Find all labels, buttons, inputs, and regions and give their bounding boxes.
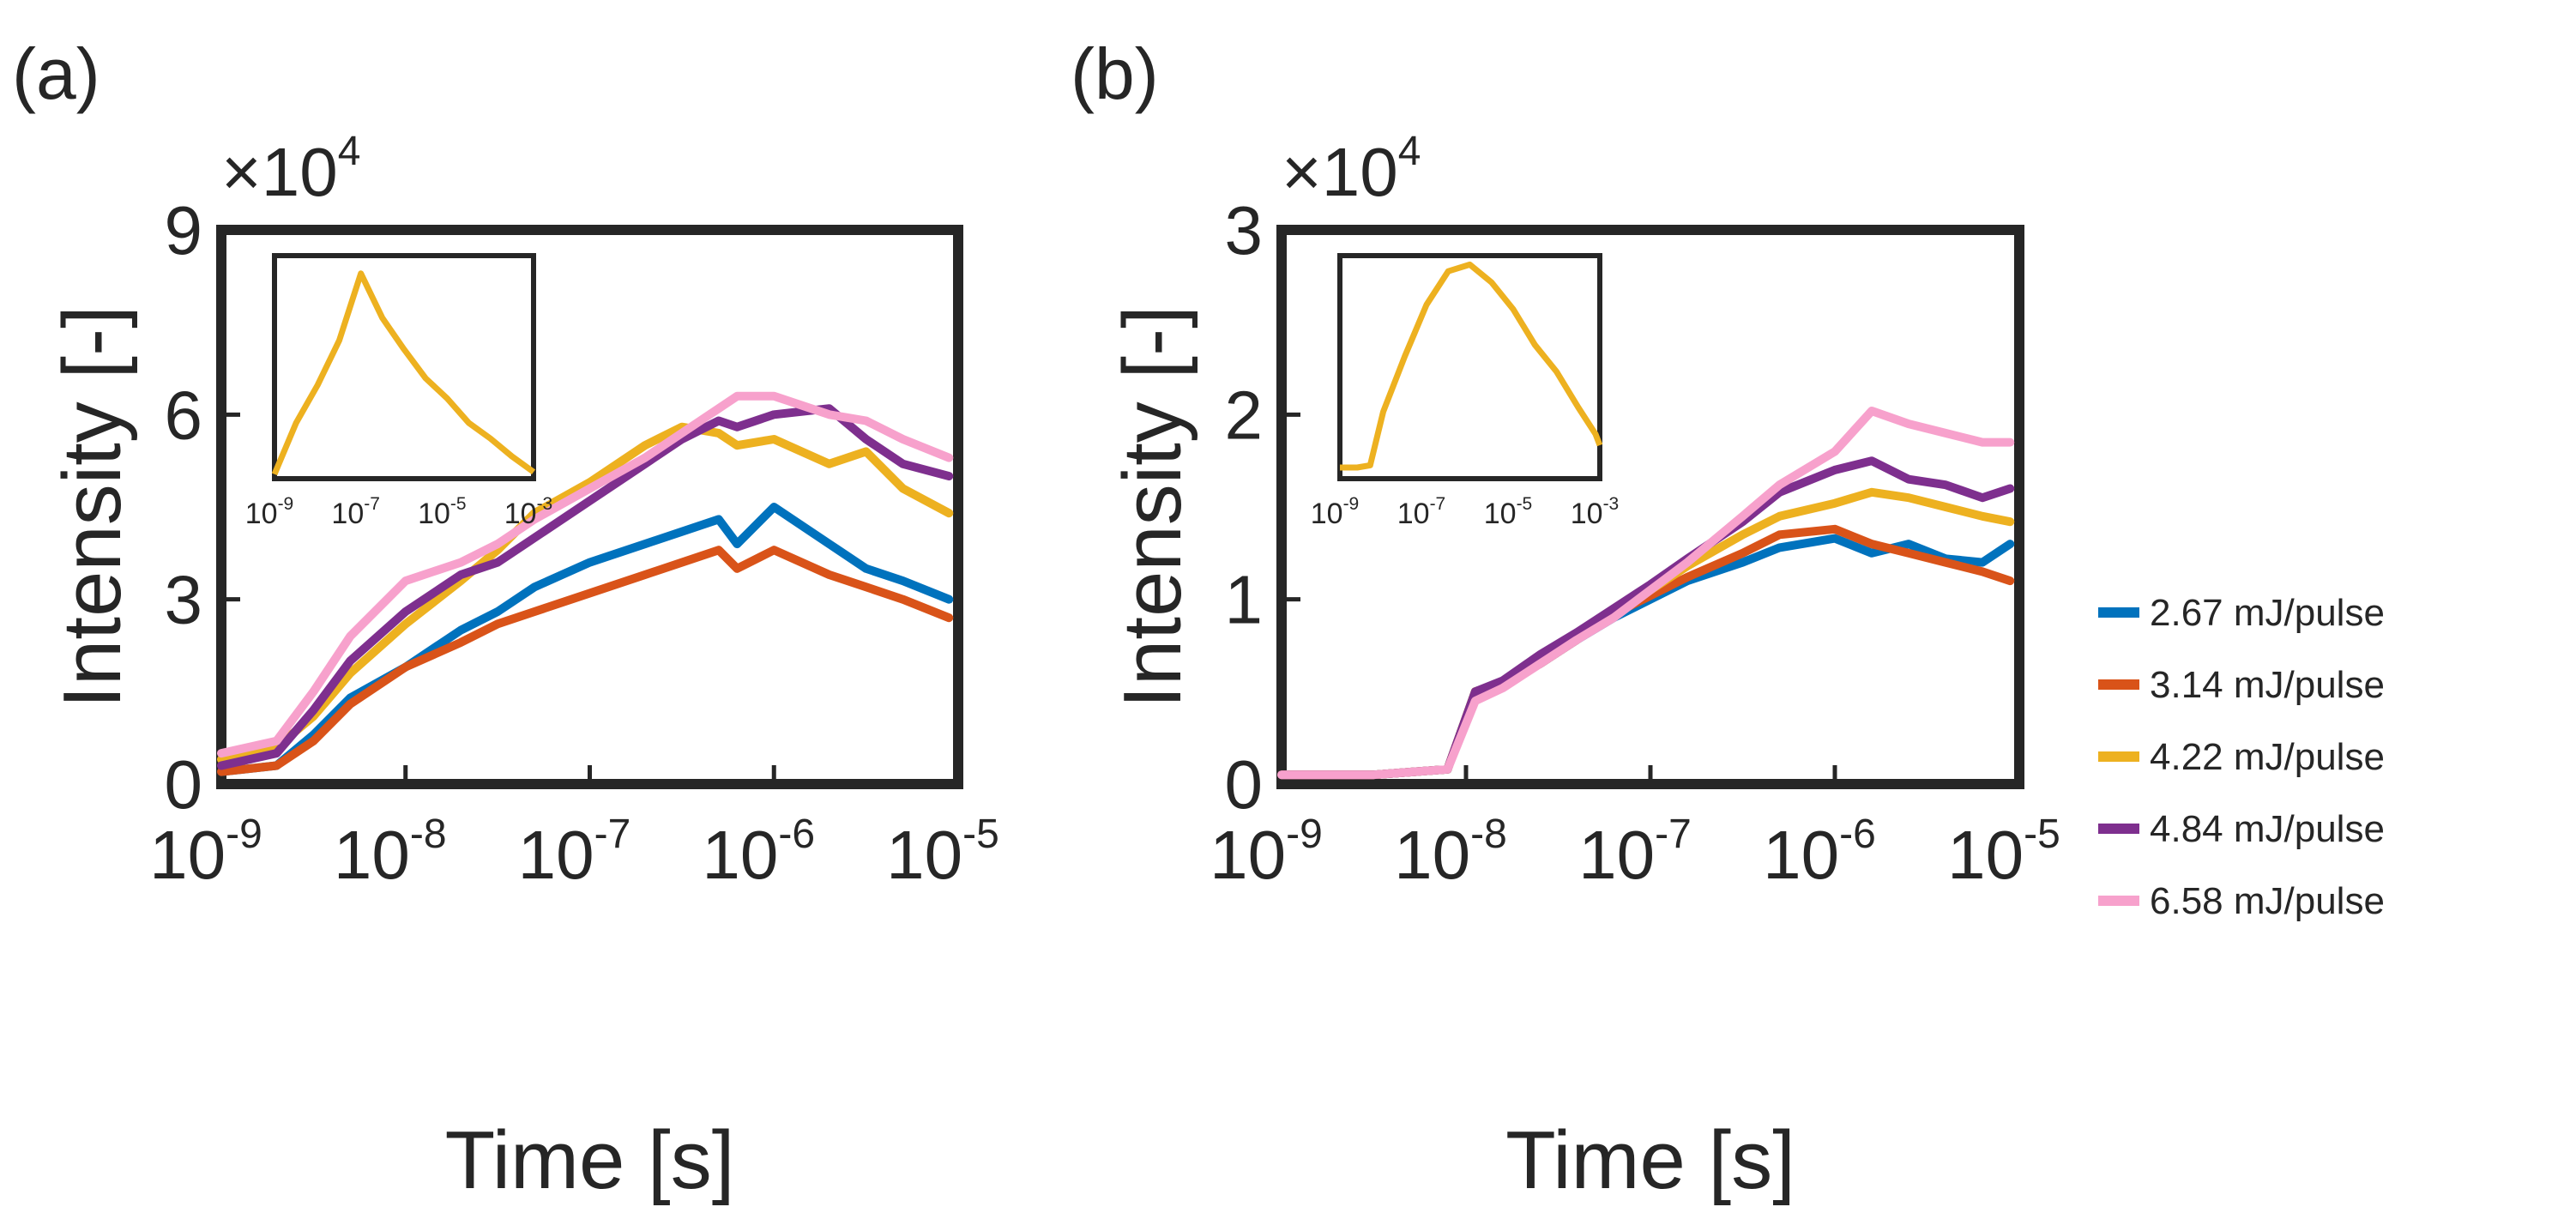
y-tick-label: 3 — [1225, 192, 1264, 269]
legend-label: 4.22 mJ/pulse — [2150, 736, 2385, 778]
inset-x-tick-label: 10-9 — [245, 494, 294, 530]
legend-label: 2.67 mJ/pulse — [2150, 592, 2385, 634]
y-tick-label: 2 — [1225, 377, 1264, 453]
series-line-4-22-mj-pulse — [217, 422, 954, 764]
chart-panel-1: (b) 0 1 2 3 10-9 10-8 10-7 10-6 10-5 Time [s] Inten… — [1071, 33, 2060, 1206]
inset-series-line — [1340, 261, 1603, 471]
inset-x-tick-label: 10-3 — [504, 494, 553, 530]
inset-x-tick-label: 10-7 — [1397, 494, 1446, 530]
panel-label: (a) — [12, 33, 100, 114]
x-tick-label: 10-7 — [518, 812, 631, 893]
x-axis-label: Time [s] — [445, 1114, 735, 1206]
x-tick-label: 10-8 — [1394, 812, 1507, 893]
series-line-3-14-mj-pulse — [217, 546, 954, 776]
y-axis-label: Intensity [-] — [1107, 305, 1198, 709]
y-tick-label: 1 — [1225, 562, 1264, 638]
inset-x-tick-label: 10-5 — [1484, 494, 1533, 530]
x-tick-label: 10-5 — [886, 812, 999, 893]
series-line-6-58-mj-pulse — [1277, 407, 2015, 780]
inset-chart: 10-9 10-7 10-5 10-3 — [1311, 253, 1620, 530]
inset-frame — [1337, 253, 1602, 481]
x-tick-label: 10-7 — [1578, 812, 1692, 893]
x-tick-label: 10-9 — [1210, 812, 1323, 893]
inset-series-line — [271, 270, 536, 476]
x-axis-label: Time [s] — [1505, 1114, 1795, 1206]
x-tick-label: 10-8 — [334, 812, 447, 893]
series-line-4-22-mj-pulse — [1277, 487, 2015, 780]
series-line-6-58-mj-pulse — [217, 391, 954, 758]
series-line-3-14-mj-pulse — [1277, 524, 2015, 780]
y-tick-label: 3 — [165, 562, 203, 638]
series-line-2-67-mj-pulse — [1277, 534, 2015, 780]
legend-label: 4.84 mJ/pulse — [2150, 808, 2385, 850]
y-tick-label: 0 — [165, 746, 203, 823]
y-tick-label: 9 — [165, 192, 203, 269]
y-axis-label: Intensity [-] — [46, 305, 138, 709]
series-line-2-67-mj-pulse — [217, 503, 954, 776]
y-tick-label: 0 — [1225, 746, 1264, 823]
legend: 2.67 mJ/pulse 3.14 mJ/pulse 4.22 mJ/pulse 4… — [2098, 592, 2385, 922]
legend-label: 6.58 mJ/pulse — [2150, 880, 2385, 922]
x-tick-label: 10-5 — [1947, 812, 2060, 893]
x-tick-label: 10-9 — [149, 812, 262, 893]
y-scale-factor: ×104 — [221, 129, 360, 210]
chart-panel-0: (a) 0 3 6 9 10-9 10-8 10-7 10-6 10-5 Time [s] Inten… — [12, 33, 999, 1206]
x-tick-label: 10-6 — [702, 812, 815, 893]
series-line-4-84-mj-pulse — [1277, 456, 2015, 780]
inset-x-tick-label: 10-5 — [418, 494, 467, 530]
inset-x-tick-label: 10-9 — [1311, 494, 1360, 530]
y-tick-label: 6 — [165, 377, 203, 453]
inset-x-tick-label: 10-7 — [331, 494, 380, 530]
inset-chart: 10-9 10-7 10-5 10-3 — [245, 253, 553, 530]
x-tick-label: 10-6 — [1763, 812, 1876, 893]
legend-label: 3.14 mJ/pulse — [2150, 664, 2385, 706]
inset-frame — [272, 253, 536, 481]
inset-x-tick-label: 10-3 — [1571, 494, 1620, 530]
y-scale-factor: ×104 — [1282, 129, 1421, 210]
panel-label: (b) — [1071, 33, 1159, 114]
